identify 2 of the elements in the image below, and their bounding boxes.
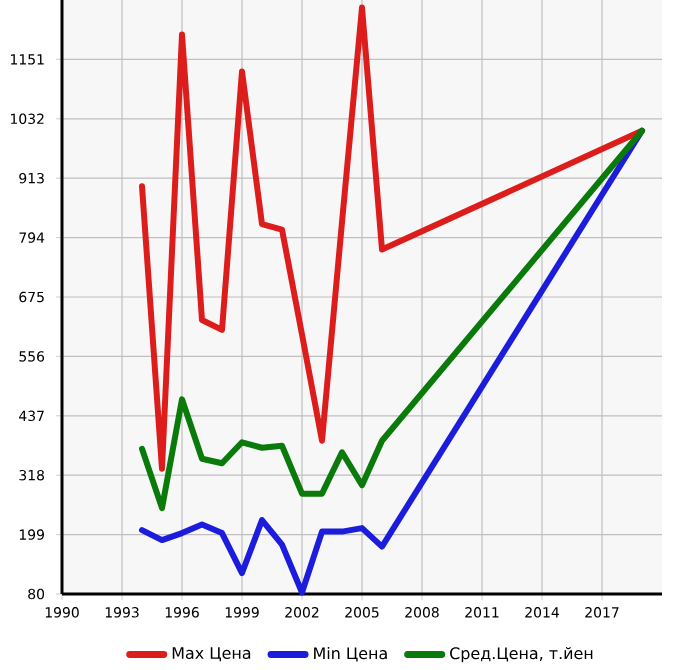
line-series <box>139 4 645 472</box>
line-series <box>139 127 645 512</box>
